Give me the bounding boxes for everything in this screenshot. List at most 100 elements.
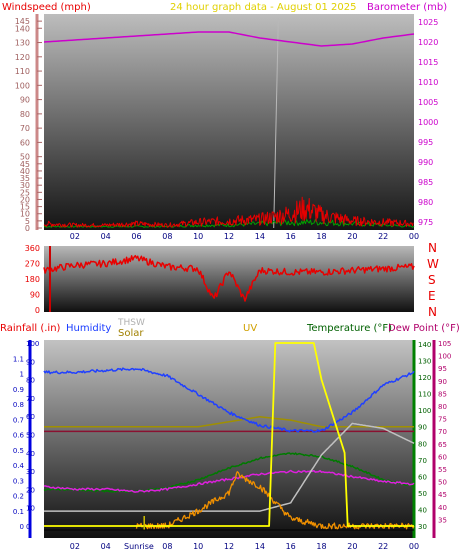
wind-ytick-6: 30 <box>20 181 30 190</box>
rain-ytick-0: 0 <box>20 523 24 531</box>
compass-s: S <box>428 273 436 287</box>
dewpoint-series <box>43 469 415 493</box>
dew-ytick-9: 80 <box>438 403 447 411</box>
dew-ytick-1: 40 <box>438 504 447 512</box>
thsw-label: THSW <box>117 318 145 328</box>
hum-ytick-4: 40 <box>26 450 35 458</box>
wind-ytick-18: 130 <box>15 39 30 48</box>
uv-label: UV <box>243 323 257 334</box>
wind-xtick-1: 04 <box>101 232 111 241</box>
wind-ytick-0: 0 <box>25 224 30 233</box>
compass-w: W <box>427 257 439 271</box>
wind-xtick-6: 14 <box>255 232 265 241</box>
temp-ytick-2: 50 <box>418 490 427 498</box>
gust-spike-line <box>273 17 279 229</box>
wind-xtick-11: 00 <box>409 232 419 241</box>
solar-label: Solar <box>118 328 144 339</box>
dew-ytick-4: 55 <box>438 466 447 474</box>
baro-ytick-0: 975 <box>418 218 433 227</box>
climate-xtick-1: 04 <box>101 542 111 551</box>
temp-ytick-8: 110 <box>418 391 431 399</box>
climate-xtick-4: 10 <box>193 542 203 551</box>
temperature-series <box>43 452 415 493</box>
climate-panel <box>44 340 414 538</box>
hum-ytick-2: 20 <box>26 486 35 494</box>
baro-ytick-9: 1020 <box>418 38 438 47</box>
winddir-panel <box>44 246 414 312</box>
dew-ytick-13: 100 <box>438 353 451 361</box>
compass-n-bottom: N <box>428 305 437 319</box>
dew-ytick-2: 45 <box>438 491 447 499</box>
hum-ytick-8: 80 <box>26 377 35 385</box>
wind-xtick-10: 22 <box>378 232 388 241</box>
humidity-series <box>43 367 415 433</box>
dew-ytick-5: 60 <box>438 453 447 461</box>
wind-low-series <box>43 218 415 228</box>
climate-xtick-5: 12 <box>224 542 234 551</box>
wind-ytick-15: 100 <box>15 81 30 90</box>
solar-series <box>44 416 414 428</box>
winddir-series <box>43 254 415 302</box>
dir-ytick-4: 360 <box>25 244 40 253</box>
temp-ytick-4: 70 <box>418 457 427 465</box>
rain-ytick-5: 0.5 <box>13 447 24 455</box>
wind-ytick-10: 50 <box>20 153 30 162</box>
dew-ytick-6: 65 <box>438 441 447 449</box>
wind-xtick-4: 10 <box>193 232 203 241</box>
wind-panel <box>44 14 414 230</box>
dew-ytick-0: 35 <box>438 516 447 524</box>
wind-xtick-3: 08 <box>162 232 172 241</box>
baro-ytick-1: 980 <box>418 198 433 207</box>
baro-ytick-8: 1015 <box>418 58 438 67</box>
dew-ytick-8: 75 <box>438 416 447 424</box>
rain-ytick-2: 0.2 <box>13 493 24 501</box>
rain-ytick-9: 0.9 <box>13 386 24 394</box>
dew-ytick-10: 85 <box>438 390 447 398</box>
wind-ytick-5: 25 <box>20 188 30 197</box>
wind-xtick-9: 20 <box>347 232 357 241</box>
wind-ytick-8: 40 <box>20 167 30 176</box>
rain-ytick-1: 0.1 <box>13 508 24 516</box>
wind-ytick-17: 120 <box>15 53 30 62</box>
temp-ytick-6: 90 <box>418 424 427 432</box>
baro-ytick-7: 1010 <box>418 78 438 87</box>
wind-ytick-9: 45 <box>20 160 30 169</box>
hum-ytick-5: 50 <box>26 432 35 440</box>
graph-title: 24 hour graph data - August 01 2025 <box>170 2 356 13</box>
dir-ytick-0: 0 <box>35 306 40 315</box>
dir-ytick-2: 180 <box>25 275 40 284</box>
hum-ytick-0: 0 <box>26 523 30 531</box>
rain-ytick-11: 1.1 <box>13 355 24 363</box>
dew-ytick-14: 105 <box>438 340 451 348</box>
temp-ytick-1: 40 <box>418 506 427 514</box>
compass-e: E <box>428 289 436 303</box>
climate-xtick-11: 00 <box>409 542 419 551</box>
wind-ytick-7: 35 <box>20 174 30 183</box>
uv-series <box>44 342 414 527</box>
temp-ytick-9: 120 <box>418 374 431 382</box>
wind-ytick-14: 90 <box>20 96 30 105</box>
climate-xtick-9: 20 <box>347 542 357 551</box>
wind-ytick-13: 80 <box>20 110 30 119</box>
hum-ytick-9: 90 <box>26 358 35 366</box>
rain-ytick-3: 0.3 <box>13 477 24 485</box>
sunrise-label: Sunrise <box>124 542 154 551</box>
hum-ytick-1: 10 <box>26 505 35 513</box>
temp-ytick-3: 60 <box>418 473 427 481</box>
wind-ytick-16: 110 <box>15 67 30 76</box>
dew-ytick-11: 90 <box>438 378 447 386</box>
dew-ytick-12: 95 <box>438 365 447 373</box>
dewpoint-label: Dew Point (°F) <box>388 323 459 334</box>
wind-ytick-19: 140 <box>15 24 30 33</box>
rain-ytick-4: 0.4 <box>13 462 25 470</box>
temperature-label: Temperature (°F) <box>306 323 392 334</box>
wind-xtick-7: 16 <box>286 232 296 241</box>
wind-ytick-11: 60 <box>20 138 30 147</box>
climate-xtick-0: 02 <box>70 542 80 551</box>
wind-ytick-20: 145 <box>15 17 30 26</box>
baro-ytick-10: 1025 <box>418 18 438 27</box>
hum-ytick-6: 60 <box>26 413 35 421</box>
windspeed-series <box>43 196 414 228</box>
wind-ytick-2: 10 <box>20 210 30 219</box>
